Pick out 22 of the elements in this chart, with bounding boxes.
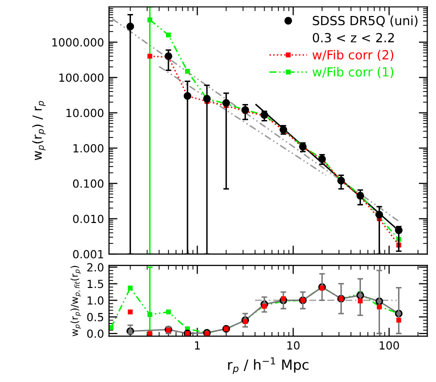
y-tick-label: 10.000: [66, 108, 104, 118]
x-tick-label: 10: [287, 341, 300, 350]
y-tick-label: 1.0: [88, 296, 104, 305]
y-tick-label: 0.5: [87, 312, 104, 322]
y-tick-label: 0.010: [73, 214, 104, 224]
legend-label: SDSS DR5Q (uni): [312, 16, 418, 27]
y-tick-label: 2.0: [87, 263, 104, 272]
y-tick-label: 0.001: [73, 250, 104, 258]
y-tick-label: 100.000: [59, 73, 104, 82]
x-axis-title: r$_{p}$ / h$^{−1}$ Mpc: [228, 357, 308, 374]
annotation: 0.3 < z < 2.2: [312, 32, 394, 42]
x-tick-label: 100: [380, 341, 399, 350]
text: w$_{p}$(r$_{p}$)/w$_{p,fit}$(r$_{p}$): [70, 266, 81, 336]
legend-label: w/Fib corr (2): [312, 50, 394, 61]
y-tick-label: 1.000: [74, 144, 104, 152]
y-tick-label: 0.100: [73, 179, 104, 188]
y-tick-label: 1000.000: [52, 38, 104, 47]
y-tick-label: 1.5: [88, 280, 104, 288]
y-axis-title: w$_{p}$(r$_{p}$) / r$_{p}$: [32, 100, 46, 160]
legend-label: w/Fib corr (1): [312, 66, 394, 78]
y-tick-label: 0.0: [87, 329, 104, 338]
x-tick-label: 1: [194, 341, 200, 350]
